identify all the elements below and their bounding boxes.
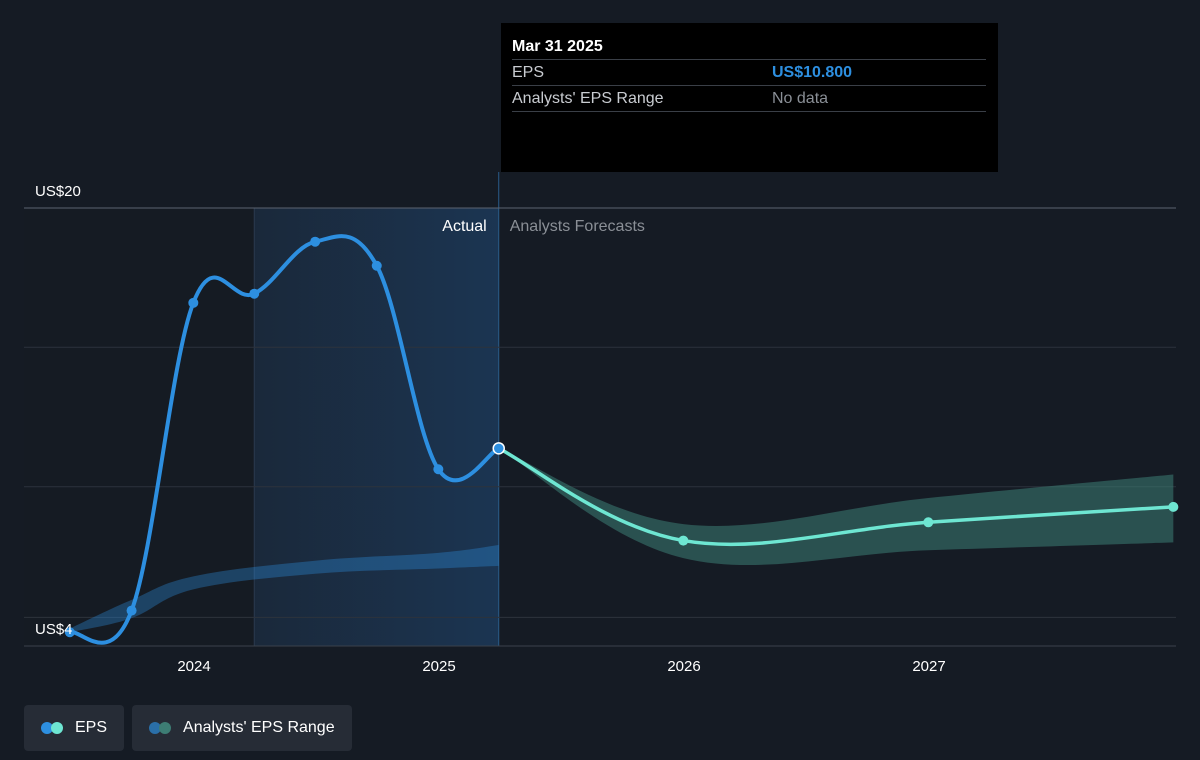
tooltip-range-value: No data: [772, 90, 829, 107]
past-background: [24, 208, 255, 646]
eps-actual-point: [433, 464, 444, 475]
legend-item-eps-range[interactable]: Analysts' EPS Range: [132, 705, 352, 751]
eps-actual-point: [126, 605, 137, 616]
eps-actual-point: [64, 627, 75, 638]
eps-actual-point: [188, 297, 199, 308]
eps-actual-point: [310, 236, 321, 247]
eps-actual-point: [249, 288, 260, 299]
tooltip-date: Mar 31 2025: [512, 38, 603, 55]
actual-region-label: Actual: [442, 218, 486, 235]
eps-actual-point: [371, 260, 382, 271]
tooltip-range-label: Analysts' EPS Range: [512, 90, 664, 107]
legend-eps-label: EPS: [75, 719, 108, 736]
x-tick-label: 2025: [422, 658, 455, 675]
legend: EPS Analysts' EPS Range: [24, 705, 352, 751]
eps-legend-icon: [41, 722, 63, 734]
historical-eps-range-band: [69, 545, 499, 633]
eps-forecast-point: [1168, 501, 1179, 512]
tooltip: Mar 31 2025 EPS US$10.800 Analysts' EPS …: [501, 23, 998, 172]
y-axis-top-label: US$20: [35, 183, 81, 200]
eps-forecast-point: [923, 517, 934, 528]
legend-item-eps[interactable]: EPS: [24, 705, 125, 751]
forecast-eps-range-band: [498, 448, 1174, 566]
eps-actual-line: [67, 234, 501, 645]
tooltip-eps-value: US$10.800: [772, 64, 853, 81]
actual-highlight-region: [254, 208, 499, 646]
x-tick-label: 2024: [177, 658, 210, 675]
legend-eps-range-label: Analysts' EPS Range: [183, 719, 335, 736]
tooltip-eps-label: EPS: [512, 64, 545, 81]
eps-forecast-line: [496, 446, 1176, 547]
y-axis-bottom-label: US$4: [35, 621, 73, 638]
tooltip-spacer: [512, 111, 986, 174]
tooltip-row-eps: EPS US$10.800: [512, 59, 986, 85]
eps-actual-point: [492, 442, 505, 455]
eps-range-legend-icon: [149, 722, 172, 734]
tooltip-row-range: Analysts' EPS Range No data: [512, 85, 986, 111]
eps-forecast-point: [678, 535, 689, 546]
x-tick-label: 2027: [912, 658, 945, 675]
x-tick-label: 2026: [667, 658, 700, 675]
forecast-region-label: Analysts Forecasts: [510, 218, 645, 235]
